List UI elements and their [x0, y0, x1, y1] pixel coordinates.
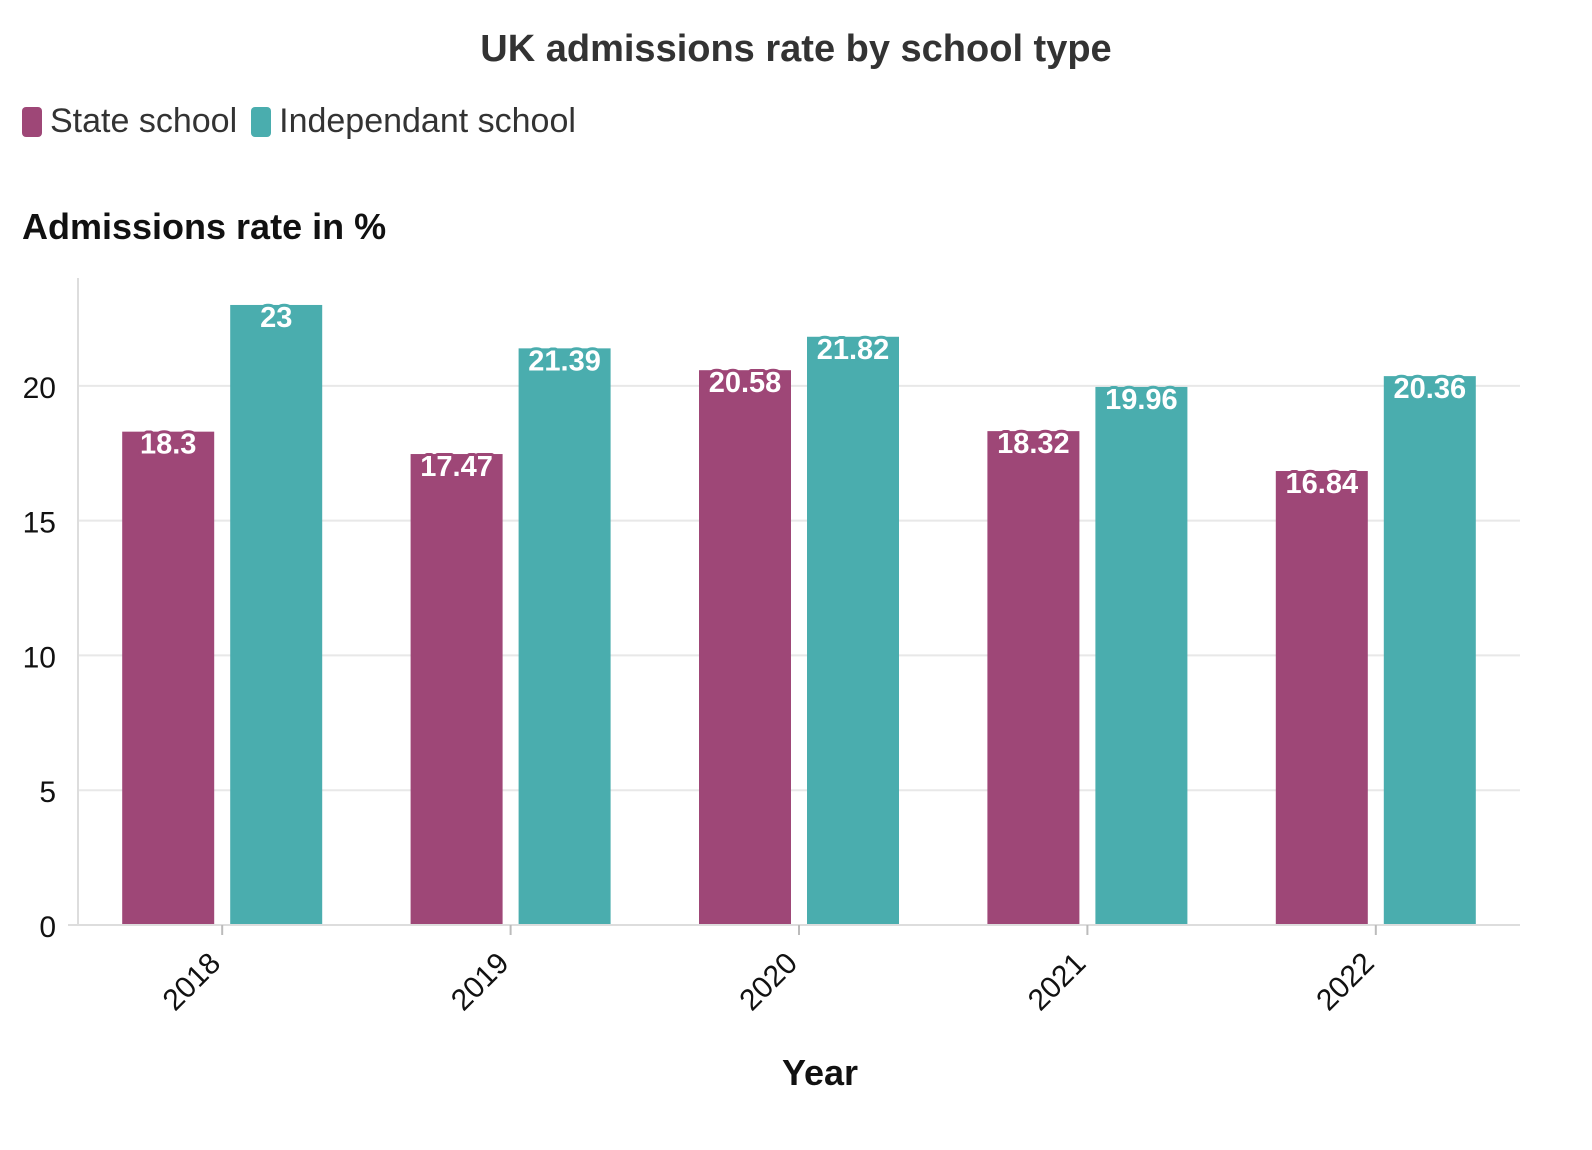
- data-label: 19.96: [1105, 384, 1178, 416]
- data-label: 18.32: [997, 428, 1070, 460]
- bar-state-2020: [699, 370, 791, 925]
- legend-swatch-state: [22, 106, 42, 137]
- y-tick-label: 5: [39, 776, 56, 809]
- y-axis-title: Admissions rate in %: [22, 206, 387, 247]
- bar-independant-2022: [1383, 376, 1476, 926]
- bar-state-2022: [1275, 471, 1368, 925]
- bar-independant-2021: [1095, 386, 1188, 926]
- x-tick-label: 2020: [733, 947, 804, 1018]
- x-axis-title: Year: [781, 1052, 859, 1093]
- bar-independant-2020: [807, 336, 899, 925]
- data-label: 20.36: [1394, 373, 1467, 405]
- y-tick-label: 15: [23, 507, 56, 540]
- data-label: 23: [260, 302, 292, 334]
- data-label: 21.82: [817, 334, 890, 366]
- x-tick-label: 2021: [1022, 947, 1093, 1018]
- y-tick-label: 0: [39, 911, 56, 944]
- x-tick-label: 2018: [157, 947, 228, 1018]
- legend: State school Independant school: [22, 102, 590, 141]
- data-labels: 18.3 23 17.47 21.39 20.58 21.82 18.32 19.96 16.8…: [137, 299, 1469, 503]
- legend-item-state[interactable]: State school: [22, 102, 237, 141]
- y-tick-label: 20: [23, 372, 56, 405]
- bar-state-2019: [410, 454, 503, 925]
- bar-independant-2018: [230, 304, 323, 925]
- bars: [122, 304, 1476, 926]
- x-tick-label: 2019: [445, 947, 516, 1018]
- data-label: 20.58: [709, 367, 782, 399]
- data-label: 17.47: [420, 451, 493, 483]
- x-tick-label: 2022: [1310, 947, 1381, 1018]
- data-label: 21.39: [528, 345, 601, 377]
- legend-item-independant[interactable]: Independant school: [251, 102, 576, 141]
- legend-label-independant: Independant school: [279, 102, 576, 140]
- bar-state-2021: [987, 431, 1080, 925]
- bar-independant-2019: [518, 348, 611, 926]
- data-label: 16.84: [1286, 468, 1359, 500]
- bar-state-2018: [122, 431, 215, 925]
- y-tick-label: 10: [23, 641, 56, 674]
- legend-swatch-independant: [251, 106, 272, 137]
- data-label: 18.3: [140, 429, 196, 461]
- legend-label-state: State school: [50, 102, 238, 140]
- chart-title: UK admissions rate by school type: [480, 28, 1112, 70]
